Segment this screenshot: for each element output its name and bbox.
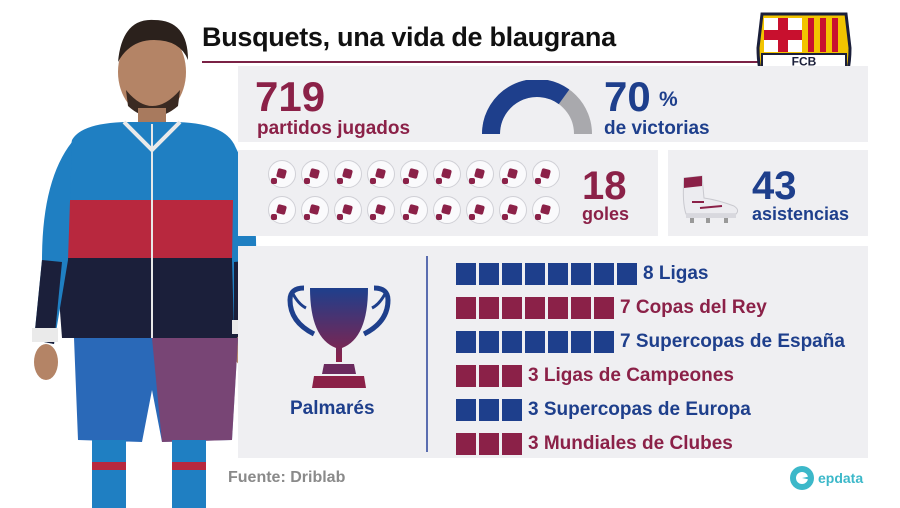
titles-list: 8 Ligas 7 Copas del Rey 7 Supercopas de Es… <box>456 257 856 461</box>
matches-label: partidos jugados <box>257 118 411 139</box>
title-label: 3 Supercopas de Europa <box>528 399 751 420</box>
title-label: 7 Supercopas de España <box>620 331 845 352</box>
goal-ball-icon <box>499 196 527 224</box>
title-label: 8 Ligas <box>643 263 709 284</box>
title-bar <box>594 331 614 353</box>
title-bar <box>571 331 591 353</box>
title-bar <box>456 365 476 387</box>
title-bar <box>594 263 614 285</box>
title-bar <box>456 297 476 319</box>
goal-ball-icon <box>532 196 560 224</box>
title-bar <box>502 399 522 421</box>
title-bar <box>502 433 522 455</box>
palmares-divider <box>426 256 428 452</box>
title-row: 7 Supercopas de España <box>456 325 856 359</box>
goal-ball-icon <box>532 160 560 188</box>
title-bar <box>571 263 591 285</box>
assists-label: asistencias <box>752 204 850 224</box>
title-bar <box>479 433 499 455</box>
goal-ball-icon <box>301 196 329 224</box>
title-bar <box>456 263 476 285</box>
title-bars <box>456 297 614 319</box>
title-divider <box>202 61 762 63</box>
epdata-logo: epdata <box>790 466 863 490</box>
goal-ball-icon <box>367 160 395 188</box>
goal-ball-icon <box>268 160 296 188</box>
title-bar <box>479 331 499 353</box>
title-bar <box>479 365 499 387</box>
title-bar <box>548 263 568 285</box>
title-bar <box>594 297 614 319</box>
goal-ball-icon <box>400 196 428 224</box>
goal-ball-icon <box>466 196 494 224</box>
title-bar <box>502 297 522 319</box>
source-note: Fuente: Driblab <box>228 469 346 486</box>
title-bars <box>456 433 522 455</box>
title-bar <box>525 331 545 353</box>
wins-unit: % <box>659 88 678 111</box>
matches-value: 719 <box>255 73 326 120</box>
page-title: Busquets, una vida de blaugrana <box>202 22 616 52</box>
title-bar <box>571 297 591 319</box>
title-bar <box>479 297 499 319</box>
epdata-icon <box>790 466 814 490</box>
title-label: 7 Copas del Rey <box>620 297 767 318</box>
title-bar <box>525 297 545 319</box>
goal-ball-icon <box>433 160 461 188</box>
title-row: 3 Mundiales de Clubes <box>456 427 856 461</box>
title-label: 3 Mundiales de Clubes <box>528 433 733 454</box>
title-row: 3 Ligas de Campeones <box>456 359 856 393</box>
title-bar <box>525 263 545 285</box>
goal-ball-icon <box>334 196 362 224</box>
title-row: 8 Ligas <box>456 257 856 291</box>
title-bar <box>479 399 499 421</box>
title-bar <box>617 263 637 285</box>
title-bars <box>456 263 637 285</box>
wins-value: 70 <box>604 73 651 120</box>
title-bar <box>456 331 476 353</box>
title-bar <box>479 263 499 285</box>
goal-ball-icon <box>301 160 329 188</box>
title-bars <box>456 399 522 421</box>
trophy-icon <box>287 285 391 388</box>
title-bar <box>502 331 522 353</box>
goal-ball-icon <box>433 196 461 224</box>
goal-ball-icon <box>334 160 362 188</box>
gauge-fill <box>482 80 570 135</box>
goals-balls <box>268 160 568 230</box>
title-bar <box>548 331 568 353</box>
title-label: 3 Ligas de Campeones <box>528 365 734 386</box>
title-bars <box>456 365 522 387</box>
title-bars <box>456 331 614 353</box>
goal-ball-icon <box>367 196 395 224</box>
crest-letters: FCB <box>792 55 817 69</box>
title-bar <box>502 263 522 285</box>
title-row: 7 Copas del Rey <box>456 291 856 325</box>
title-bar <box>548 297 568 319</box>
goal-ball-icon <box>499 160 527 188</box>
title-bar <box>456 433 476 455</box>
wins-label: de victorias <box>604 118 710 139</box>
goals-label: goles <box>582 204 630 224</box>
assists-value: 43 <box>752 164 797 208</box>
goals-value: 18 <box>582 164 627 208</box>
goal-ball-icon <box>466 160 494 188</box>
epdata-text: epdata <box>818 470 864 486</box>
goal-ball-icon <box>268 196 296 224</box>
win-rate-gauge <box>482 80 592 135</box>
player-photo <box>32 19 257 508</box>
stats-panel-top <box>238 66 868 142</box>
title-row: 3 Supercopas de Europa <box>456 393 856 427</box>
title-bar <box>456 399 476 421</box>
palmares-label: Palmarés <box>290 398 375 419</box>
title-bar <box>502 365 522 387</box>
boot-icon <box>682 175 739 223</box>
goal-ball-icon <box>400 160 428 188</box>
